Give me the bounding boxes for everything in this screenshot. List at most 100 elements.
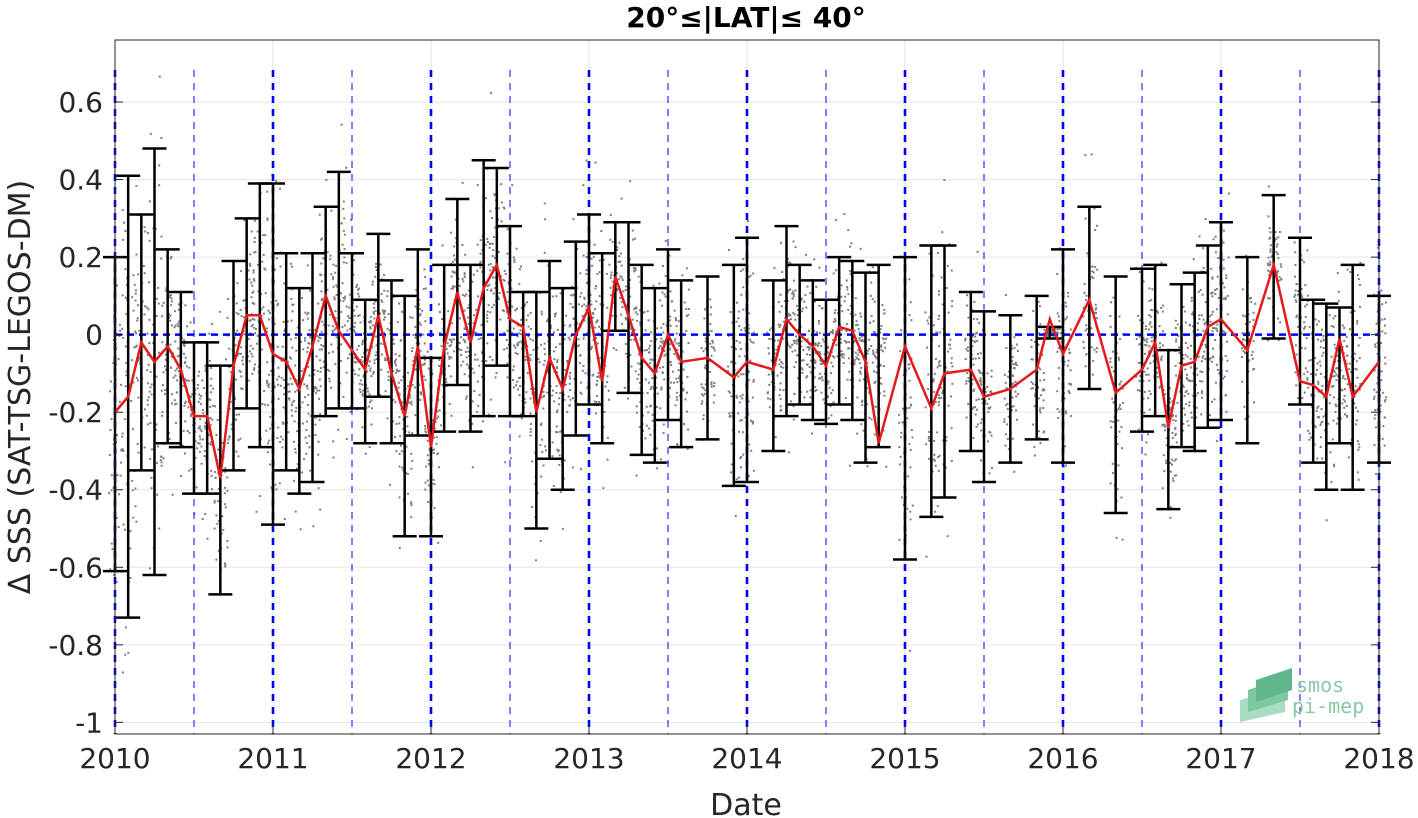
scatter-point [444,378,447,381]
scatter-point [596,379,599,382]
scatter-point [1202,355,1205,358]
scatter-point [121,435,124,438]
scatter-point [629,354,632,357]
scatter-point [138,362,141,365]
scatter-point [1149,393,1152,396]
scatter-point [361,339,364,342]
scatter-point [174,374,177,377]
scatter-point [1156,375,1159,378]
scatter-point [809,359,812,362]
scatter-point [240,315,243,318]
scatter-point [984,399,987,402]
scatter-point [540,310,543,313]
scatter-point [712,401,715,404]
scatter-point [129,576,132,579]
scatter-point [383,289,386,292]
scatter-point [846,286,849,289]
scatter-point [380,299,383,302]
scatter-point [649,388,652,391]
scatter-point [803,396,806,399]
scatter-point [559,430,562,433]
scatter-point [414,305,417,308]
scatter-point [1217,297,1220,300]
scatter-point [1043,389,1046,392]
scatter-point [1353,388,1356,391]
scatter-point [252,271,255,274]
scatter-point [160,235,163,238]
scatter-point [424,430,427,433]
scatter-point [936,505,939,508]
scatter-point [278,482,281,485]
scatter-point [358,314,361,317]
scatter-point [358,295,361,298]
scatter-point [598,259,601,262]
scatter-point [486,320,489,323]
scatter-point [235,418,238,421]
scatter-point [782,337,785,340]
scatter-point [831,330,834,333]
scatter-point [1310,393,1313,396]
scatter-point [408,393,411,396]
scatter-point [135,344,138,347]
scatter-point [747,379,750,382]
scatter-point [830,392,833,395]
scatter-point [624,289,627,292]
scatter-point [909,510,912,513]
scatter-point [1270,256,1273,259]
scatter-point [1301,397,1304,400]
scatter-point [322,323,325,326]
scatter-point [1190,299,1193,302]
scatter-point [468,375,471,378]
scatter-point [362,375,365,378]
scatter-point [147,396,150,399]
scatter-point [710,354,713,357]
scatter-point [1243,351,1246,354]
scatter-point [559,292,562,295]
scatter-point [751,420,754,423]
scatter-point [438,331,441,334]
scatter-point [1094,229,1097,232]
scatter-point [814,360,817,363]
scatter-point [527,314,530,317]
scatter-point [431,372,434,375]
scatter-point [645,405,648,408]
scatter-point [463,276,466,279]
scatter-point [167,317,170,320]
scatter-point [925,443,928,446]
scatter-point [222,528,225,531]
scatter-point [489,311,492,314]
scatter-point [448,357,451,360]
scatter-point [836,355,839,358]
scatter-point [727,390,730,393]
scatter-point [1269,231,1272,234]
scatter-point [1321,389,1324,392]
scatter-point [492,249,495,252]
scatter-point [1222,258,1225,261]
scatter-point [366,348,369,351]
scatter-point [523,398,526,401]
scatter-point [1186,377,1189,380]
scatter-point [318,213,321,216]
scatter-point [426,501,429,504]
scatter-point [1032,382,1035,385]
scatter-point [383,274,386,277]
scatter-point [1095,224,1098,227]
scatter-point [115,517,118,520]
scatter-point [177,325,180,328]
scatter-point [358,287,361,290]
scatter-point [1149,321,1152,324]
scatter-point [664,274,667,277]
scatter-point [527,325,530,328]
scatter-point [134,299,137,302]
scatter-point [669,361,672,364]
scatter-point [249,264,252,267]
scatter-point [267,309,270,312]
scatter-point [1254,302,1257,305]
scatter-point [806,390,809,393]
scatter-point [156,461,159,464]
scatter-point [1251,350,1254,353]
scatter-point [713,394,716,397]
scatter-point [1057,315,1060,318]
scatter-point [1118,382,1121,385]
scatter-point [1164,424,1167,427]
